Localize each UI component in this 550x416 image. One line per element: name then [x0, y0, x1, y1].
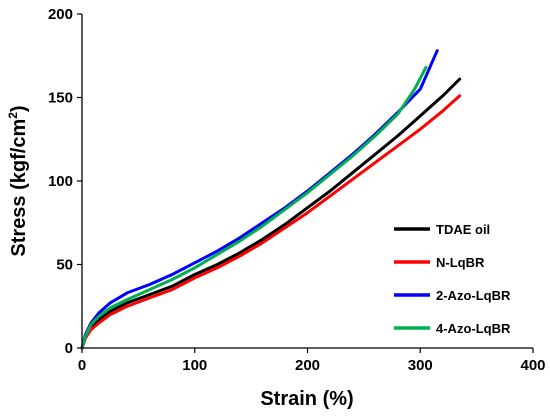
legend-label-4: 4-Azo-LqBR: [436, 321, 511, 336]
y-tick-label: 150: [48, 90, 73, 107]
legend-label-1: TDAE oil: [436, 222, 490, 237]
x-tick-label: 200: [295, 357, 320, 374]
x-tick-label: 0: [78, 357, 86, 374]
y-axis-title-superscript: 2: [6, 112, 20, 119]
y-tick-label: 50: [56, 257, 73, 274]
y-tick-label: 100: [48, 173, 73, 190]
legend-label-2: N-LqBR: [436, 255, 485, 270]
legend: TDAE oil N-LqBR 2-Azo-LqBR 4-Azo-LqBR: [394, 222, 511, 336]
x-tick-label: 100: [182, 357, 207, 374]
x-tick-label: 400: [520, 357, 545, 374]
legend-label-3: 2-Azo-LqBR: [436, 288, 511, 303]
y-tick-label: 200: [48, 6, 73, 23]
y-axis-title: Stress (kgf/cm2): [6, 105, 30, 256]
x-axis-title: Strain (%): [260, 388, 353, 410]
x-tick-label: 300: [408, 357, 433, 374]
series-line-2: [80, 94, 462, 350]
y-tick-label: 0: [65, 340, 73, 357]
ticks-layer: 0 100 200 300 400 0 50 100 150 200: [48, 6, 546, 374]
series-line-4: [80, 65, 428, 350]
y-axis-title-main: Stress (kgf/cm: [8, 119, 30, 257]
y-axis-title-close: ): [8, 105, 30, 112]
series-layer: [80, 49, 462, 350]
series-line-1: [80, 77, 462, 350]
